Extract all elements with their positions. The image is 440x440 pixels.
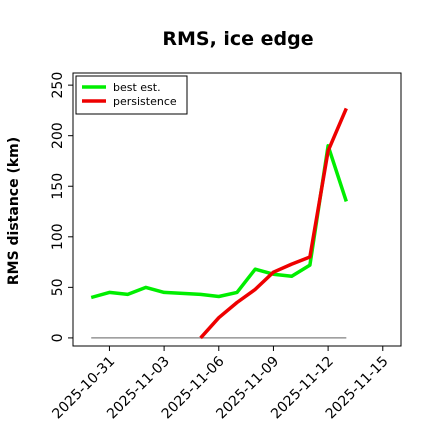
chart-title: RMS, ice edge: [162, 28, 313, 50]
series-line-best-est: [90, 144, 348, 300]
y-tick-label: 150: [50, 173, 66, 200]
y-tick-label: 50: [50, 278, 66, 296]
legend-label-persistence: persistence: [113, 95, 177, 108]
legend-box: [75, 75, 188, 115]
plot-area: [72, 72, 402, 347]
y-tick-label: 100: [50, 223, 66, 250]
y-tick-label: 0: [50, 333, 66, 342]
y-axis-label: RMS distance (km): [6, 137, 22, 285]
legend-label-best-est: best est.: [113, 81, 161, 94]
x-axis: 2025-10-312025-11-032025-11-062025-11-09…: [49, 346, 392, 422]
y-axis: 0 50 100 150 200 250: [50, 72, 73, 342]
series-line-persistence: [199, 107, 348, 340]
y-tick-label: 200: [50, 122, 66, 149]
legend: best est. persistence: [75, 75, 188, 115]
series-layer: [90, 107, 348, 340]
y-tick-label: 250: [50, 72, 66, 99]
